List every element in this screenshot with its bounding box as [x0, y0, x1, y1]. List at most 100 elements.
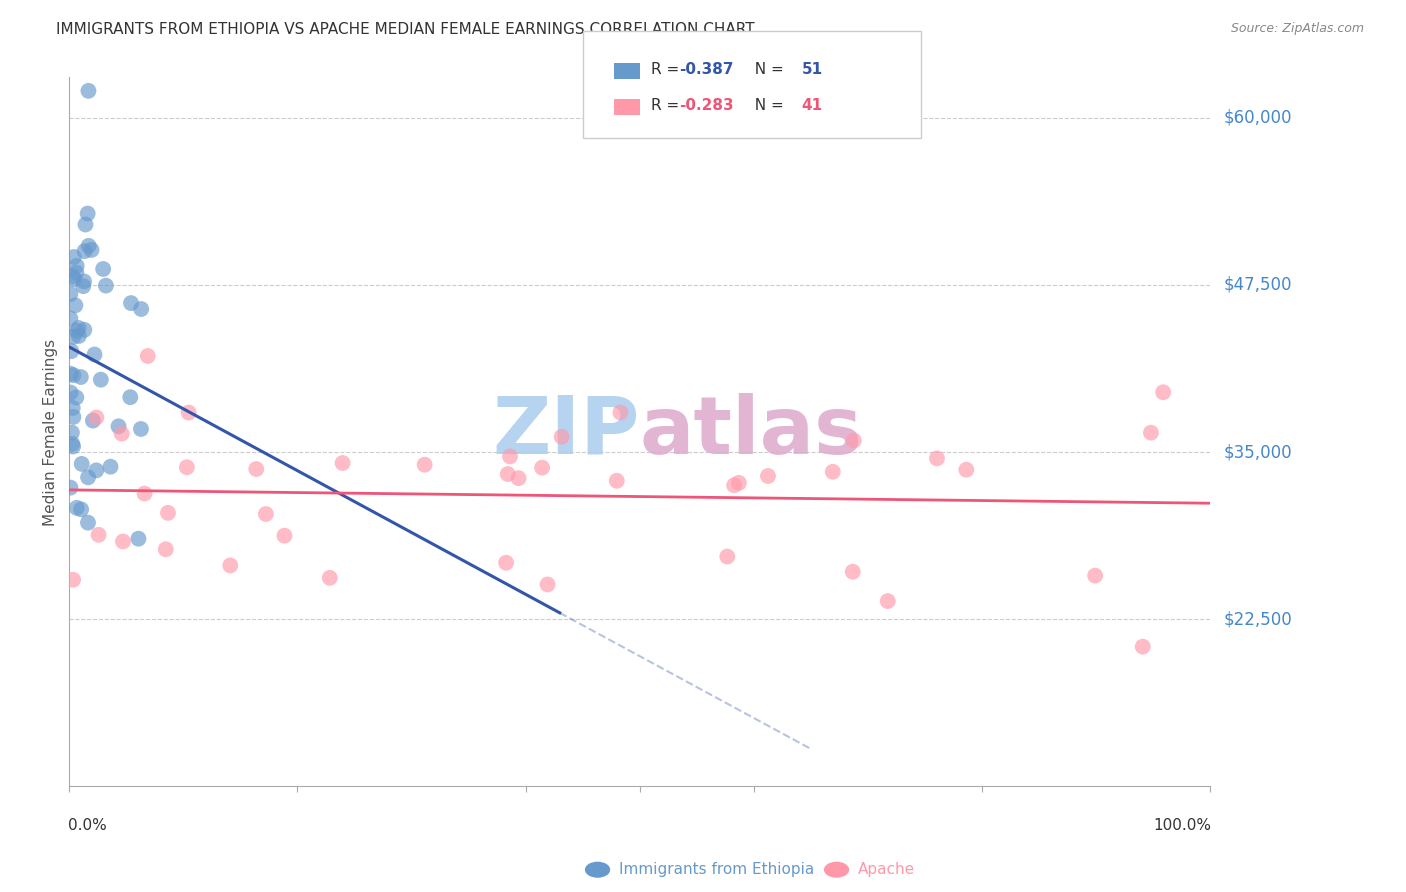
Point [60, 425, 83, 440]
Point [73, 323, 96, 337]
Point [84, 463, 107, 477]
Point [120, 296, 142, 310]
Point [129, 422, 152, 436]
Point [66, 324, 89, 338]
Text: ZIP: ZIP [492, 393, 640, 471]
Point [842, 434, 865, 448]
Text: 0.0%: 0.0% [67, 818, 107, 833]
Point [550, 430, 572, 444]
Point [319, 571, 342, 585]
Point [496, 467, 519, 481]
Point [67, 321, 90, 335]
Point [90, 373, 112, 387]
Text: IMMIGRANTS FROM ETHIOPIA VS APACHE MEDIAN FEMALE EARNINGS CORRELATION CHART: IMMIGRANTS FROM ETHIOPIA VS APACHE MEDIA… [56, 22, 755, 37]
Point [1152, 385, 1174, 400]
Point [495, 556, 517, 570]
Text: -0.387: -0.387 [679, 62, 734, 77]
Text: $22,500: $22,500 [1223, 610, 1292, 628]
Point [59, 385, 82, 400]
Point [63, 272, 86, 286]
Point [1140, 425, 1163, 440]
Point [756, 469, 779, 483]
Point [129, 301, 152, 316]
Point [100, 459, 122, 474]
Point [62, 269, 84, 284]
Point [73, 244, 96, 259]
Point [176, 460, 198, 475]
Point [62, 573, 84, 587]
Point [499, 450, 522, 464]
Point [136, 349, 159, 363]
Point [254, 507, 277, 521]
Point [120, 390, 142, 404]
Point [156, 506, 179, 520]
Point [62, 330, 84, 344]
Text: 100.0%: 100.0% [1153, 818, 1211, 833]
Point [876, 594, 898, 608]
Point [842, 565, 865, 579]
Point [107, 419, 129, 434]
Point [536, 577, 558, 591]
Point [219, 558, 242, 573]
Point [728, 475, 751, 490]
Text: $35,000: $35,000 [1223, 443, 1292, 461]
Point [332, 456, 354, 470]
Point [127, 532, 149, 546]
Point [62, 409, 84, 424]
Point [69, 370, 91, 384]
Point [925, 451, 948, 466]
Point [65, 298, 87, 312]
Point [77, 470, 100, 484]
Point [66, 500, 89, 515]
Point [70, 502, 93, 516]
Point [83, 347, 105, 361]
Point [1084, 568, 1107, 582]
Point [111, 426, 134, 441]
Point [59, 481, 82, 495]
Text: R =: R = [651, 98, 685, 112]
Point [60, 437, 83, 451]
Point [955, 463, 977, 477]
Point [94, 278, 117, 293]
Point [73, 275, 96, 289]
Point [76, 206, 98, 220]
Text: 41: 41 [801, 98, 823, 112]
Point [606, 474, 628, 488]
Text: $47,500: $47,500 [1223, 276, 1292, 293]
Point [70, 457, 93, 471]
Point [723, 478, 745, 492]
Point [134, 486, 156, 500]
Point [66, 259, 89, 273]
Point [59, 287, 82, 301]
Point [77, 84, 100, 98]
Point [91, 262, 114, 277]
Point [75, 218, 97, 232]
Point [62, 250, 84, 264]
Point [1132, 640, 1154, 654]
Text: Immigrants from Ethiopia: Immigrants from Ethiopia [619, 863, 814, 877]
Point [86, 410, 108, 425]
Point [65, 266, 87, 280]
Text: $60,000: $60,000 [1223, 109, 1292, 127]
Text: atlas: atlas [640, 393, 863, 471]
Text: N =: N = [745, 62, 789, 77]
Text: Source: ZipAtlas.com: Source: ZipAtlas.com [1230, 22, 1364, 36]
Y-axis label: Median Female Earnings: Median Female Earnings [44, 338, 58, 525]
Text: -0.283: -0.283 [679, 98, 734, 112]
Point [62, 368, 84, 383]
Text: R =: R = [651, 62, 685, 77]
Text: 51: 51 [801, 62, 823, 77]
Point [62, 440, 84, 454]
Point [60, 344, 83, 359]
Point [609, 405, 631, 419]
Point [80, 243, 103, 257]
Point [245, 462, 267, 476]
Point [111, 534, 134, 549]
Point [273, 529, 295, 543]
Point [62, 401, 84, 415]
Point [65, 391, 87, 405]
Point [508, 471, 530, 485]
Point [531, 460, 554, 475]
Point [67, 329, 90, 343]
Point [821, 465, 844, 479]
